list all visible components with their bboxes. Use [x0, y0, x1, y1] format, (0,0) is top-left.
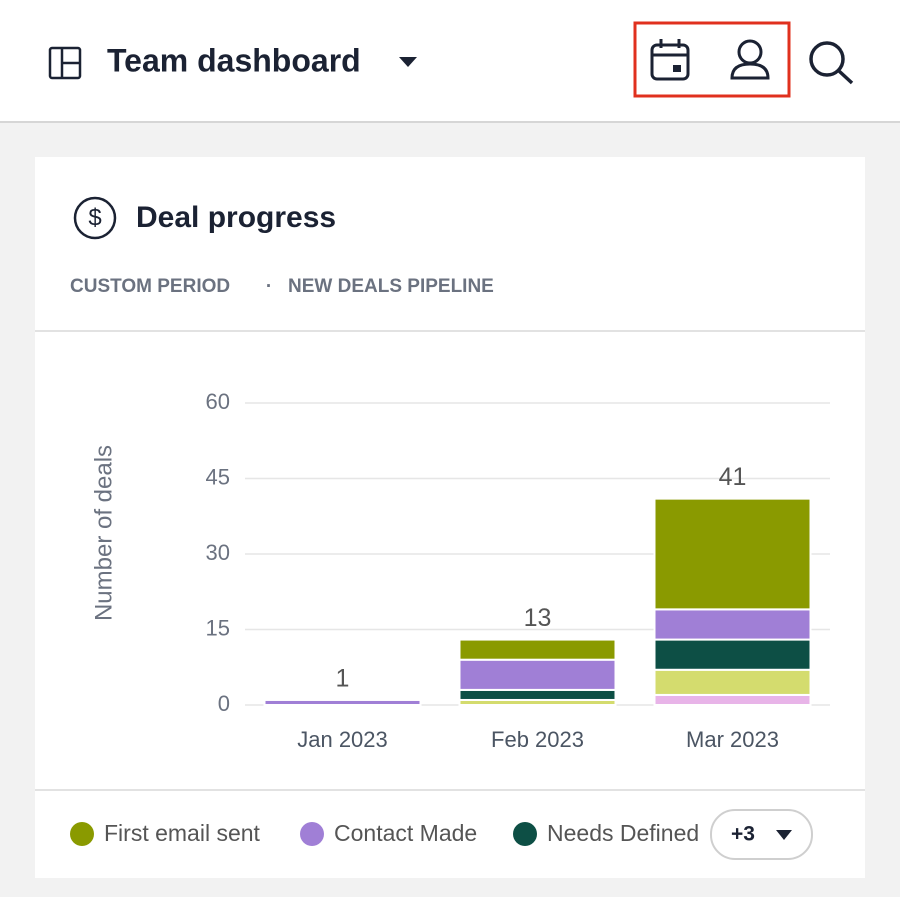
- subtitle-separator: ·: [266, 276, 272, 297]
- dollar-icon: [73, 196, 117, 240]
- y-tick-label: 15: [206, 615, 230, 640]
- card-title: Deal progress: [136, 201, 336, 234]
- search-icon[interactable]: [809, 41, 854, 85]
- more-arrow[interactable]: [776, 830, 792, 840]
- dropdown-arrow[interactable]: [399, 57, 417, 67]
- y-tick-label: 60: [206, 389, 230, 414]
- x-tick-label: Mar 2023: [686, 727, 779, 752]
- total-label: 1: [336, 665, 350, 693]
- y-tick-label: 45: [206, 464, 230, 489]
- user-icon[interactable]: [730, 39, 770, 80]
- x-tick-label: Feb 2023: [491, 727, 584, 752]
- bar-segment: [653, 608, 812, 641]
- bar-segment: [458, 638, 617, 661]
- total-label: 13: [524, 604, 552, 632]
- subtitle-period: CUSTOM PERIOD: [70, 276, 230, 297]
- bar-segment: [653, 497, 812, 611]
- header-title[interactable]: Team dashboard: [107, 42, 361, 78]
- dollar-sign: $: [88, 204, 101, 231]
- legend-label: First email sent: [104, 820, 261, 846]
- x-tick-label: Jan 2023: [297, 727, 388, 752]
- legend-swatch: [70, 822, 94, 846]
- legend: First email sent Contact Made Needs Define…: [70, 820, 699, 846]
- legend-swatch: [513, 822, 537, 846]
- highlight-box: [633, 21, 791, 98]
- y-tick-label: 30: [206, 540, 230, 565]
- bar-segment: [653, 668, 812, 696]
- calendar-icon[interactable]: [650, 39, 690, 81]
- subtitle-pipeline: NEW DEALS PIPELINE: [288, 276, 494, 297]
- y-axis-title: Number of deals: [90, 445, 117, 621]
- legend-label: Contact Made: [334, 820, 477, 846]
- bar-segment: [458, 688, 617, 701]
- more-button[interactable]: [710, 809, 813, 860]
- bar-segment: [458, 658, 617, 691]
- legend-swatch: [300, 822, 324, 846]
- more-button-label[interactable]: +3: [731, 823, 755, 846]
- bar-segment: [653, 638, 812, 671]
- legend-label: Needs Defined: [547, 820, 699, 846]
- y-tick-label: 0: [218, 691, 230, 716]
- bar-segment: [263, 698, 422, 707]
- header: [0, 0, 900, 122]
- bar-segment: [653, 693, 812, 707]
- dashboard-icon[interactable]: [48, 46, 82, 80]
- total-label: 41: [719, 463, 747, 491]
